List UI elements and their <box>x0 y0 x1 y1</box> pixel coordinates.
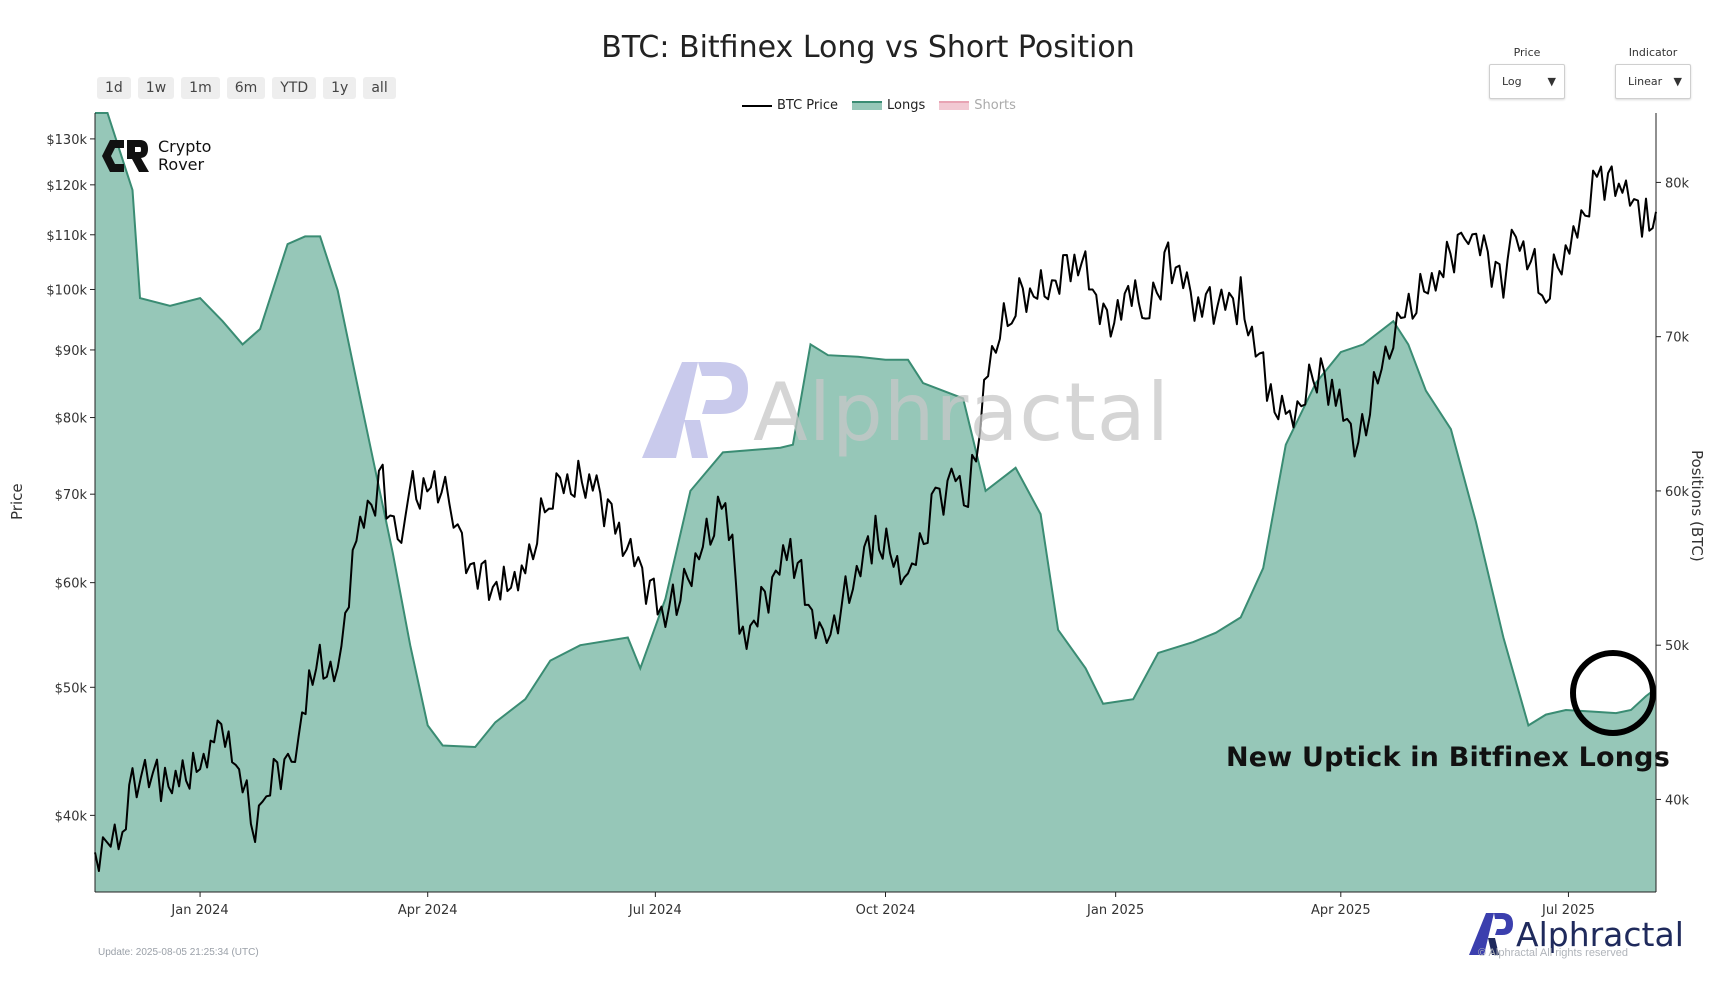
chart-title: BTC: Bitfinex Long vs Short Position <box>601 30 1135 65</box>
longs-line <box>95 112 1657 749</box>
btc-price-line <box>94 165 1657 872</box>
y-left-tick-label: $80k <box>55 412 88 427</box>
legend-item-btc-price[interactable]: BTC Price <box>742 98 838 113</box>
brand-line-1: Crypto <box>158 137 212 156</box>
chart-legend: BTC Price Longs Shorts <box>742 98 1016 113</box>
indicator-scale-label: Indicator <box>1628 46 1678 59</box>
y-left-tick-label: $50k <box>55 681 88 696</box>
legend-label-longs: Longs <box>887 98 926 113</box>
y-left-tick-label: $90k <box>55 344 88 359</box>
legend-label-shorts: Shorts <box>974 98 1016 113</box>
chevron-down-icon: ▼ <box>1673 75 1682 88</box>
y-right-tick-label: 60k <box>1665 485 1690 500</box>
x-tick-label: Apr 2024 <box>398 903 458 918</box>
legend-swatch-shorts <box>939 101 970 110</box>
x-tick-label: Apr 2025 <box>1311 903 1371 918</box>
longs-area-layer <box>95 112 1657 892</box>
price-scale-value: Log <box>1502 75 1522 88</box>
price-line-layer <box>94 165 1657 872</box>
legend-swatch-longs <box>852 101 883 110</box>
y-right-tick-label: 50k <box>1665 639 1690 654</box>
footer-alphractal-logo: Alphractal <box>1468 912 1684 956</box>
y-left-tick-label: $40k <box>55 809 88 824</box>
y-left-tick-label: $130k <box>46 133 87 148</box>
range-button-1w[interactable]: 1w <box>137 77 175 99</box>
y-left-tick-label: $120k <box>46 179 87 194</box>
range-button-6m[interactable]: 6m <box>226 77 266 99</box>
legend-swatch-btc-price <box>742 104 772 107</box>
x-tick-label: Oct 2024 <box>856 903 916 918</box>
x-tick-label: Jul 2024 <box>628 903 682 918</box>
range-button-1y[interactable]: 1y <box>323 77 357 99</box>
range-button-1m[interactable]: 1m <box>181 77 220 99</box>
price-scale-control: Price Log ▼ <box>1489 46 1565 99</box>
indicator-scale-control: Indicator Linear ▼ <box>1615 46 1691 99</box>
annotation-text: New Uptick in Bitfinex Longs <box>1226 742 1670 773</box>
y-left-tick-label: $100k <box>46 283 87 298</box>
footer-logo-text: Alphractal <box>1516 914 1684 954</box>
indicator-scale-value: Linear <box>1628 75 1663 88</box>
update-timestamp: Update: 2025-08-05 21:25:34 (UTC) <box>98 947 259 958</box>
range-button-ytd[interactable]: YTD <box>272 77 317 99</box>
legend-label-btc-price: BTC Price <box>777 98 839 113</box>
chevron-down-icon: ▼ <box>1547 75 1556 88</box>
legend-item-shorts[interactable]: Shorts <box>939 98 1016 113</box>
range-button-1d[interactable]: 1d <box>97 77 131 99</box>
legend-item-longs[interactable]: Longs <box>852 98 925 113</box>
y-left-tick-label: $70k <box>55 488 88 503</box>
x-tick-label: Jan 2025 <box>1086 903 1144 918</box>
y-right-tick-label: 40k <box>1665 793 1690 808</box>
brand-line-2: Rover <box>158 155 205 174</box>
price-scale-select[interactable]: Log ▼ <box>1489 64 1565 99</box>
range-button-all[interactable]: all <box>363 77 396 99</box>
alphractal-logo-icon <box>1469 913 1513 955</box>
copyright-text: © Alphractal All rights reserved <box>1478 947 1628 959</box>
axes-layer: $40k $50k $60k $70k $80k $90k $100k $110k $120k $… <box>46 113 1690 918</box>
crypto-rover-logo: Crypto Rover <box>100 138 211 174</box>
y-right-tick-label: 70k <box>1665 331 1690 346</box>
y-right-tick-label: 80k <box>1665 176 1690 191</box>
longs-area <box>95 113 1656 892</box>
highlight-circle <box>1570 650 1656 736</box>
x-tick-label: Jan 2024 <box>170 903 228 918</box>
range-selector: 1d 1w 1m 6m YTD 1y all <box>97 77 396 99</box>
price-scale-label: Price <box>1513 46 1541 59</box>
y-left-tick-label: $60k <box>55 577 88 592</box>
alphractal-watermark-text: Alphractal <box>753 366 1170 459</box>
annotation-layer <box>1570 650 1656 736</box>
x-tick-label: Jul 2025 <box>1541 903 1595 918</box>
y-left-tick-label: $110k <box>46 229 87 244</box>
alphractal-watermark-icon <box>640 360 750 465</box>
crypto-rover-icon <box>102 140 149 172</box>
indicator-scale-select[interactable]: Linear ▼ <box>1615 64 1691 99</box>
